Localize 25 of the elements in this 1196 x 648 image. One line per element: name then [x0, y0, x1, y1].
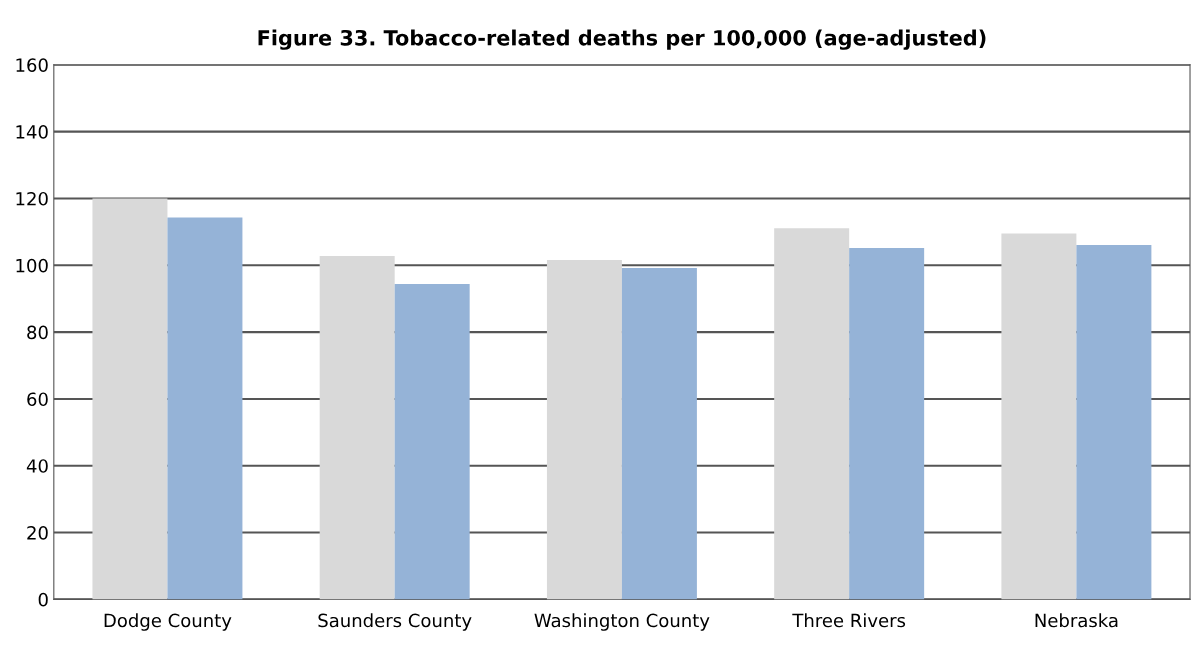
bar — [774, 228, 850, 600]
x-tick-label: Nebraska — [1035, 613, 1118, 628]
chart-title: Figure 33. Tobacco-related deaths per 100,000 (age-adjusted) — [258, 29, 986, 50]
y-tick-label: 80 — [27, 325, 48, 340]
bar — [167, 217, 243, 600]
y-tick-label: 60 — [27, 392, 48, 407]
x-tick-label: Three Rivers — [792, 613, 906, 628]
bar — [319, 255, 395, 600]
x-tick-label: Washington County — [534, 613, 710, 631]
x-tick-label: Saunders County — [318, 613, 472, 631]
y-tick-label: 160 — [16, 58, 48, 72]
y-tick-label: 100 — [16, 258, 48, 273]
y-tick-label: 140 — [16, 125, 48, 139]
y-tick-label: 0 — [38, 592, 48, 607]
bar — [546, 259, 622, 600]
y-tick-label: 20 — [27, 526, 48, 540]
bar — [621, 267, 697, 600]
y-tick-label: 120 — [16, 191, 48, 206]
bar — [1001, 233, 1077, 600]
x-tick-label: Dodge County — [104, 613, 232, 631]
bar — [849, 247, 925, 600]
y-tick-label: 40 — [26, 459, 48, 473]
bar — [1076, 244, 1152, 600]
bar — [92, 198, 168, 600]
bar — [394, 283, 470, 600]
